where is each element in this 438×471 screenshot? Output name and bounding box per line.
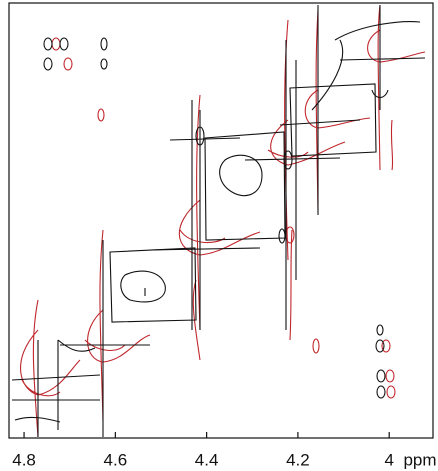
x-axis-label: ppm [403,450,436,469]
x-tick-label: 4 [384,450,393,469]
x-tick-label: 4.6 [104,450,128,469]
x-tick-label: 4.2 [286,450,310,469]
x-tick-label: 4.4 [195,450,219,469]
x-tick-label: 4.8 [12,450,36,469]
plot-frame [8,2,434,439]
contours [11,4,426,438]
